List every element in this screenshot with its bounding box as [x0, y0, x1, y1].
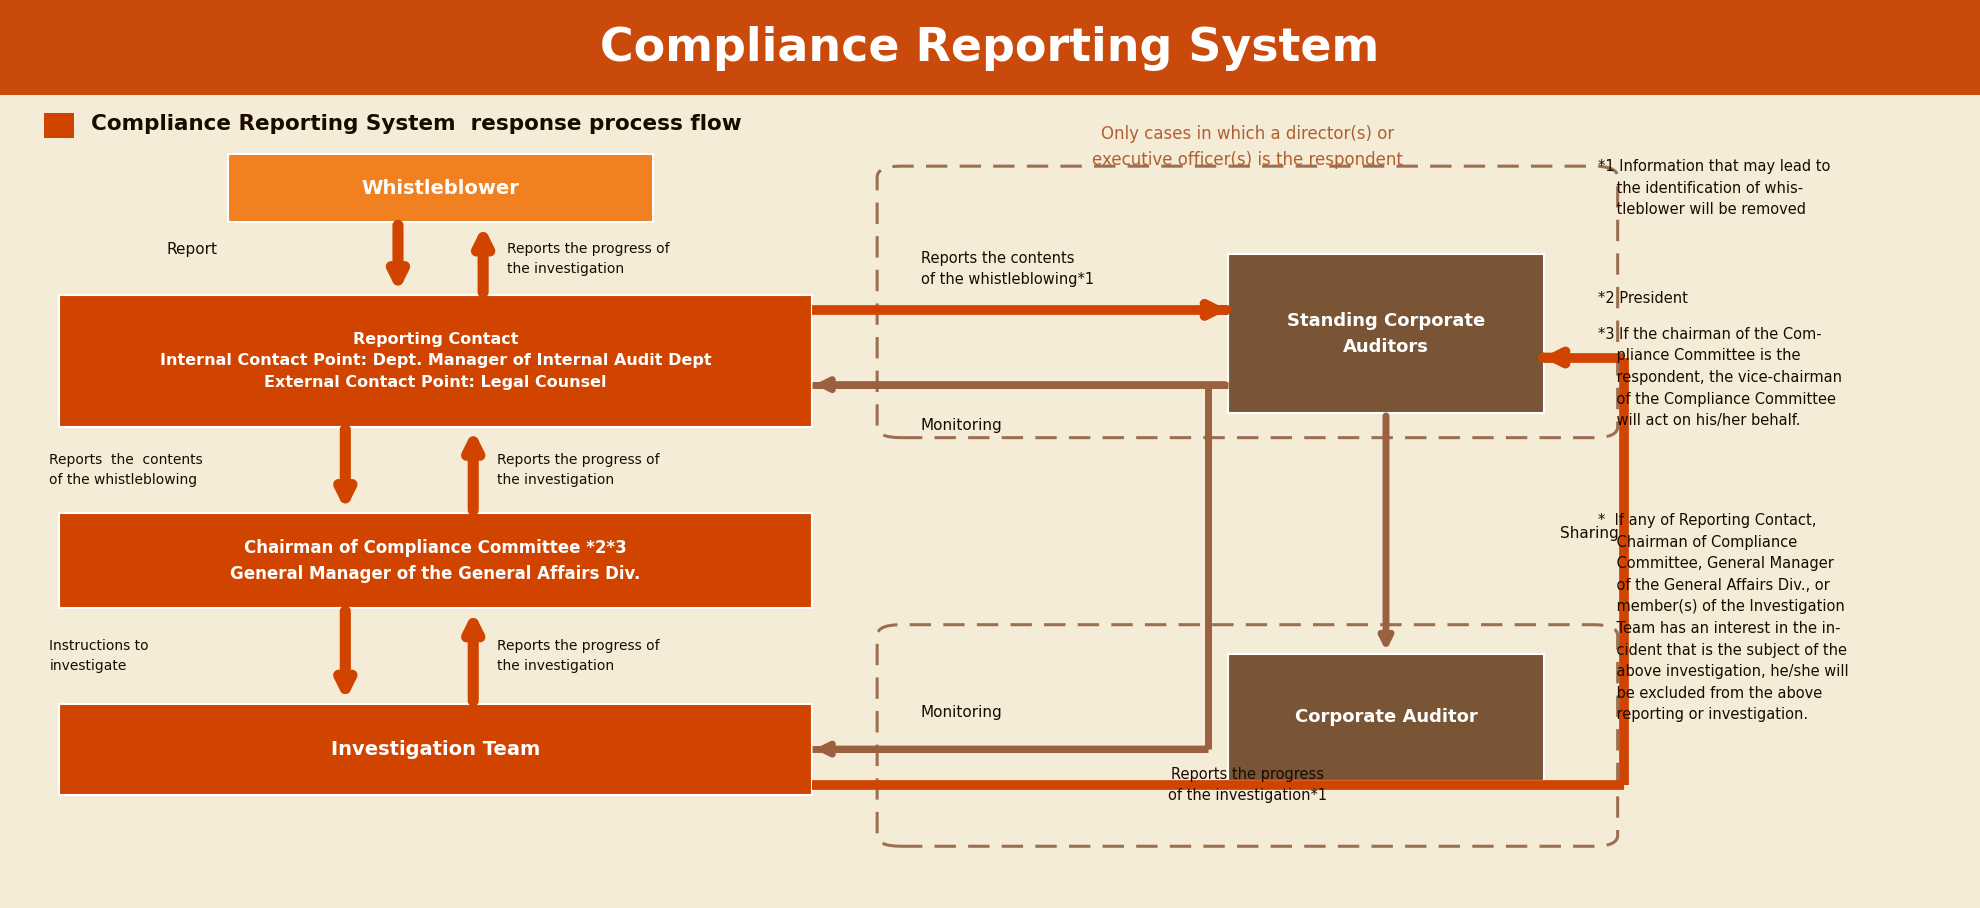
FancyBboxPatch shape — [1228, 254, 1544, 413]
Text: Monitoring: Monitoring — [921, 418, 1002, 433]
Text: Only cases in which a director(s) or
executive officer(s) is the respondent: Only cases in which a director(s) or exe… — [1091, 125, 1404, 169]
Text: Whistleblower: Whistleblower — [362, 179, 519, 198]
Text: Sharing: Sharing — [1560, 526, 1620, 541]
Text: Report: Report — [166, 242, 218, 257]
Text: Reports  the  contents
of the whistleblowing: Reports the contents of the whistleblowi… — [50, 453, 204, 487]
Text: Reports the progress
of the investigation*1: Reports the progress of the investigatio… — [1168, 767, 1327, 804]
Text: Reporting Contact
Internal Contact Point: Dept. Manager of Internal Audit Dept
E: Reporting Contact Internal Contact Point… — [160, 331, 711, 390]
FancyBboxPatch shape — [44, 113, 73, 138]
Text: Reports the progress of
the investigation: Reports the progress of the investigatio… — [497, 453, 659, 487]
Text: Compliance Reporting System  response process flow: Compliance Reporting System response pro… — [91, 114, 743, 134]
Text: Reports the progress of
the investigation: Reports the progress of the investigatio… — [507, 242, 669, 275]
FancyBboxPatch shape — [228, 154, 653, 222]
Text: Monitoring: Monitoring — [921, 706, 1002, 720]
Text: Reports the contents
of the whistleblowing*1: Reports the contents of the whistleblowi… — [921, 251, 1093, 287]
FancyBboxPatch shape — [59, 295, 812, 427]
FancyBboxPatch shape — [1228, 654, 1544, 781]
FancyBboxPatch shape — [59, 513, 812, 608]
Text: *1 Information that may lead to
    the identification of whis-
    tleblower wi: *1 Information that may lead to the iden… — [1598, 159, 1830, 217]
Text: *2 President: *2 President — [1598, 291, 1687, 306]
Text: Reports the progress of
the investigation: Reports the progress of the investigatio… — [497, 639, 659, 673]
FancyBboxPatch shape — [0, 0, 1980, 95]
FancyBboxPatch shape — [59, 704, 812, 794]
Text: *3 If the chairman of the Com-
    pliance Committee is the
    respondent, the : *3 If the chairman of the Com- pliance C… — [1598, 327, 1841, 429]
Text: Standing Corporate
Auditors: Standing Corporate Auditors — [1287, 311, 1485, 356]
Text: Corporate Auditor: Corporate Auditor — [1295, 708, 1477, 726]
Text: *  If any of Reporting Contact,
    Chairman of Compliance
    Committee, Genera: * If any of Reporting Contact, Chairman … — [1598, 513, 1849, 723]
Text: Instructions to
investigate: Instructions to investigate — [50, 639, 148, 673]
Text: Compliance Reporting System: Compliance Reporting System — [600, 25, 1380, 71]
Text: Chairman of Compliance Committee *2*3
General Manager of the General Affairs Div: Chairman of Compliance Committee *2*3 Ge… — [230, 538, 642, 583]
Text: Investigation Team: Investigation Team — [331, 740, 541, 758]
